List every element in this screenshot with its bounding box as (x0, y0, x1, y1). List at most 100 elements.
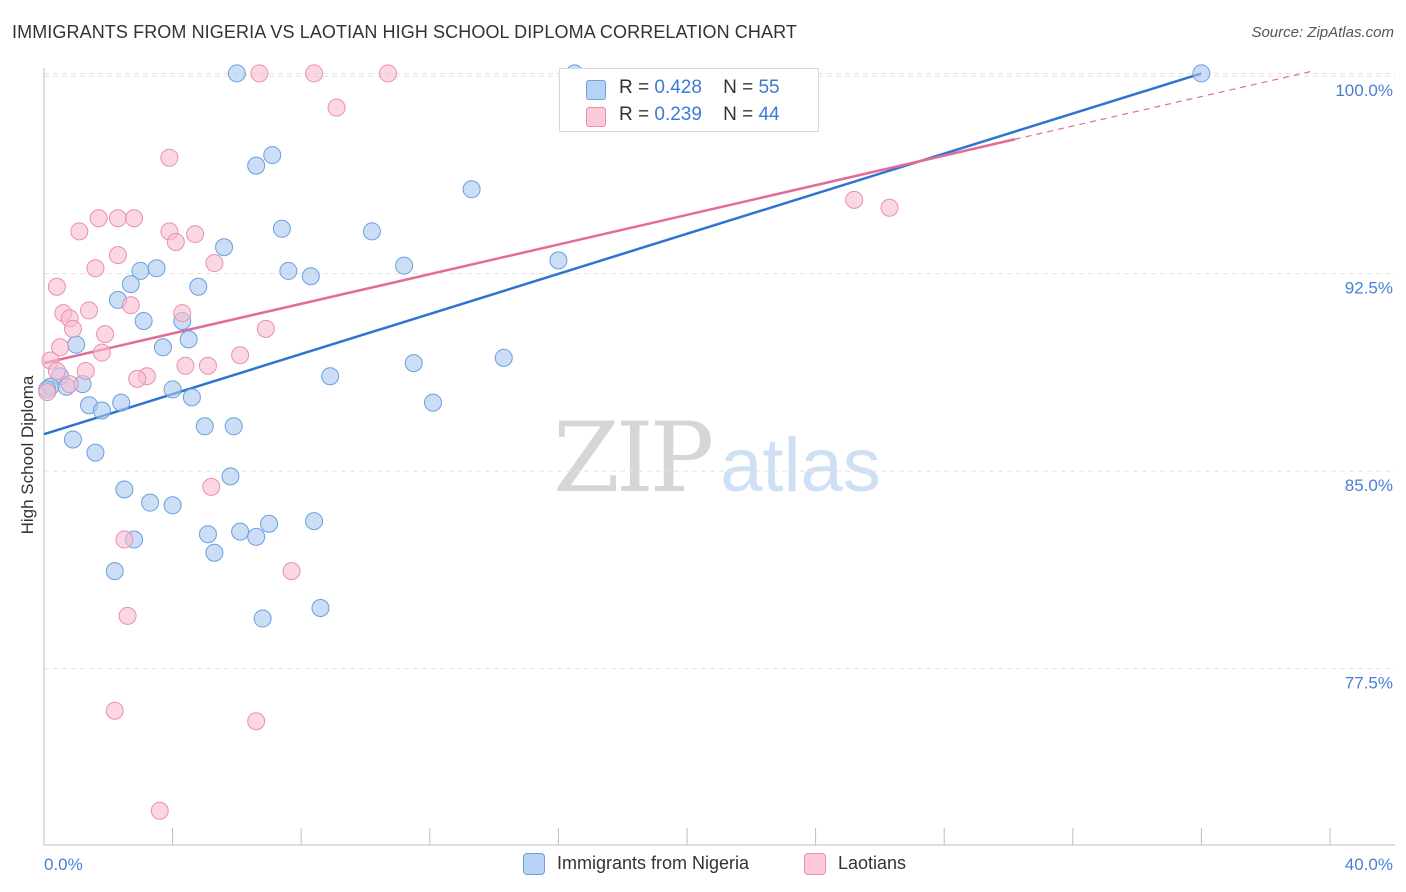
nigeria-point (221, 467, 240, 486)
nigeria-point (198, 525, 217, 544)
legend-row-nigeria-text: R = 0.428 N = 55 (619, 77, 780, 99)
laotians-point (231, 346, 250, 365)
laotians-point (70, 222, 89, 241)
nigeria-point (227, 64, 246, 83)
legend-swatch-nigeria (586, 80, 606, 100)
laotians-point (160, 148, 179, 167)
laotians-point (186, 225, 205, 244)
nigeria-point (179, 330, 198, 349)
y-tick-label: 100.0% (1335, 81, 1393, 100)
laotians-point (51, 338, 70, 357)
laotians-point (247, 712, 266, 731)
laotians-point (115, 530, 134, 549)
laotians-point (125, 209, 144, 228)
laotians-point (282, 562, 301, 581)
nigeria-point (263, 146, 282, 165)
laotians-point (96, 325, 115, 344)
laotians-point (118, 606, 137, 625)
laotians-point (198, 356, 217, 375)
y-axis-label: High School Diploma (18, 375, 37, 535)
nigeria-point (224, 417, 243, 436)
y-tick-label: 77.5% (1345, 674, 1393, 693)
laotians-point (92, 343, 111, 362)
nigeria-point (321, 367, 340, 386)
laotians-point (47, 362, 66, 380)
laotians-point (63, 319, 82, 338)
nigeria-point (215, 238, 234, 257)
legend-label-laotians: Laotians (838, 853, 907, 873)
laotians-point (202, 477, 221, 496)
nigeria-point (67, 335, 86, 354)
trend-layer (43, 70, 1315, 436)
laotians-point (121, 296, 140, 315)
laotians-point (150, 801, 169, 820)
nigeria-point (63, 430, 82, 449)
laotians-point (250, 64, 269, 83)
n-value: 44 (758, 104, 780, 125)
nigeria-point (182, 388, 201, 407)
r-value: 0.428 (654, 77, 702, 98)
nigeria-point (424, 393, 443, 412)
laotians-point (128, 369, 147, 388)
nigeria-trend-line (43, 72, 1202, 436)
laotians-trend-extension (1014, 70, 1315, 140)
series-legend: Immigrants from Nigeria Laotians (0, 850, 1406, 880)
laotians-point (76, 362, 95, 380)
nigeria-point (105, 562, 124, 581)
laotians-point (379, 64, 398, 83)
nigeria-point (247, 527, 266, 546)
nigeria-point (279, 261, 298, 280)
nigeria-point (231, 522, 250, 541)
nigeria-point (205, 543, 224, 562)
legend-swatch-laotians (804, 853, 826, 875)
nigeria-point (115, 480, 134, 499)
chart-title: IMMIGRANTS FROM NIGERIA VS LAOTIAN HIGH … (12, 22, 797, 42)
legend-swatch-nigeria (523, 853, 545, 875)
nigeria-point (260, 514, 279, 533)
laotians-point (166, 232, 185, 251)
nigeria-point (195, 417, 214, 436)
laotians-point (845, 190, 864, 209)
legend-label-nigeria: Immigrants from Nigeria (557, 853, 750, 873)
nigeria-point (147, 259, 166, 278)
nigeria-point (549, 251, 568, 270)
laotians-point (89, 209, 108, 228)
legend-swatch-laotians (586, 107, 606, 127)
axis-layer (43, 68, 1395, 846)
nigeria-point (86, 443, 105, 462)
laotians-point (108, 246, 127, 265)
nigeria-point (121, 275, 140, 294)
nigeria-point (404, 354, 423, 373)
nigeria-point (462, 180, 481, 199)
n-label: N = (723, 77, 754, 98)
nigeria-point (163, 496, 182, 515)
laotians-point (38, 383, 57, 402)
r-label: R = (619, 77, 650, 98)
nigeria-point (134, 311, 153, 330)
source-credit: Source: ZipAtlas.com (1251, 24, 1394, 41)
nigeria-point (253, 609, 272, 628)
nigeria-point (272, 219, 291, 238)
laotians-point (176, 356, 195, 375)
laotians-point (108, 209, 127, 228)
nigeria-point (311, 599, 330, 617)
tick-label-layer: 77.5% 85.0% 92.5% 100.0% 0.0% 40.0% (44, 81, 1393, 874)
x-tick-label: 0.0% (44, 855, 83, 874)
y-tick-label: 85.0% (1345, 476, 1393, 495)
laotians-point (880, 198, 899, 217)
laotians-point (327, 98, 346, 117)
laotians-point (105, 701, 124, 720)
nigeria-point (163, 380, 182, 399)
laotians-point (305, 64, 324, 83)
nigeria-point (494, 348, 513, 367)
n-label: N = (723, 104, 754, 125)
nigeria-point (395, 256, 414, 275)
x-tick-label: 40.0% (1345, 855, 1393, 874)
legend-row-laotians-text: R = 0.239 N = 44 (619, 104, 780, 126)
nigeria-point (305, 512, 324, 531)
nigeria-point (112, 393, 131, 412)
nigeria-point (1192, 64, 1211, 83)
nigeria-point (189, 277, 208, 296)
n-value: 55 (758, 77, 780, 98)
